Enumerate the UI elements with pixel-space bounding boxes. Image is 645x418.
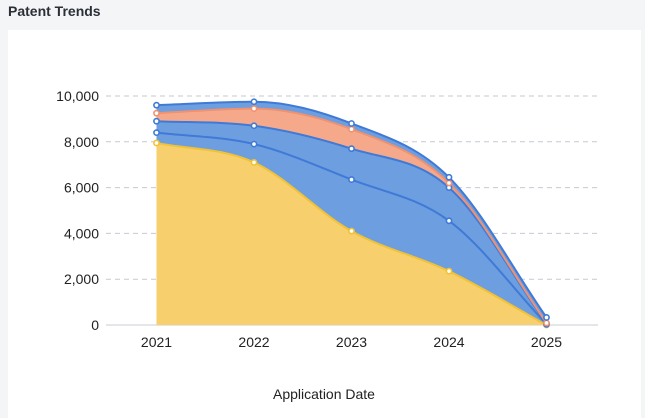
data-point[interactable] (154, 140, 159, 145)
data-point[interactable] (446, 175, 451, 180)
y-tick-label: 2,000 (64, 271, 99, 287)
data-point[interactable] (349, 146, 354, 151)
x-tick-label: 2025 (531, 334, 562, 350)
data-point[interactable] (349, 229, 354, 234)
data-point[interactable] (154, 130, 159, 135)
x-tick-label: 2021 (141, 334, 172, 350)
data-point[interactable] (349, 177, 354, 182)
data-point[interactable] (154, 119, 159, 124)
data-point[interactable] (154, 111, 159, 116)
data-point[interactable] (251, 106, 256, 111)
data-point[interactable] (251, 160, 256, 165)
data-point[interactable] (349, 121, 354, 126)
chart-card: 0 2,000 4,000 6,000 8,000 10,000 2021 2022 2023 2… (8, 30, 641, 418)
x-tick-label: 2023 (336, 334, 367, 350)
chart-title: Patent Trends (8, 3, 101, 19)
data-point[interactable] (446, 269, 451, 274)
data-point[interactable] (251, 99, 256, 104)
stacked-area-chart: 0 2,000 4,000 6,000 8,000 10,000 2021 2022 2023 2… (8, 30, 641, 418)
data-point[interactable] (251, 141, 256, 146)
y-tick-label: 8,000 (64, 134, 99, 150)
x-tick-label: 2022 (238, 334, 269, 350)
y-tick-label: 10,000 (56, 88, 99, 104)
x-axis-title: Application Date (273, 386, 375, 402)
data-point[interactable] (446, 218, 451, 223)
data-point[interactable] (154, 103, 159, 108)
data-point[interactable] (446, 180, 451, 185)
y-tick-label: 0 (91, 317, 99, 333)
data-point[interactable] (544, 315, 549, 320)
data-point[interactable] (251, 123, 256, 128)
data-point[interactable] (544, 320, 549, 325)
y-tick-label: 4,000 (64, 225, 99, 241)
y-tick-label: 6,000 (64, 180, 99, 196)
x-tick-label: 2024 (433, 334, 464, 350)
data-point[interactable] (349, 127, 354, 132)
